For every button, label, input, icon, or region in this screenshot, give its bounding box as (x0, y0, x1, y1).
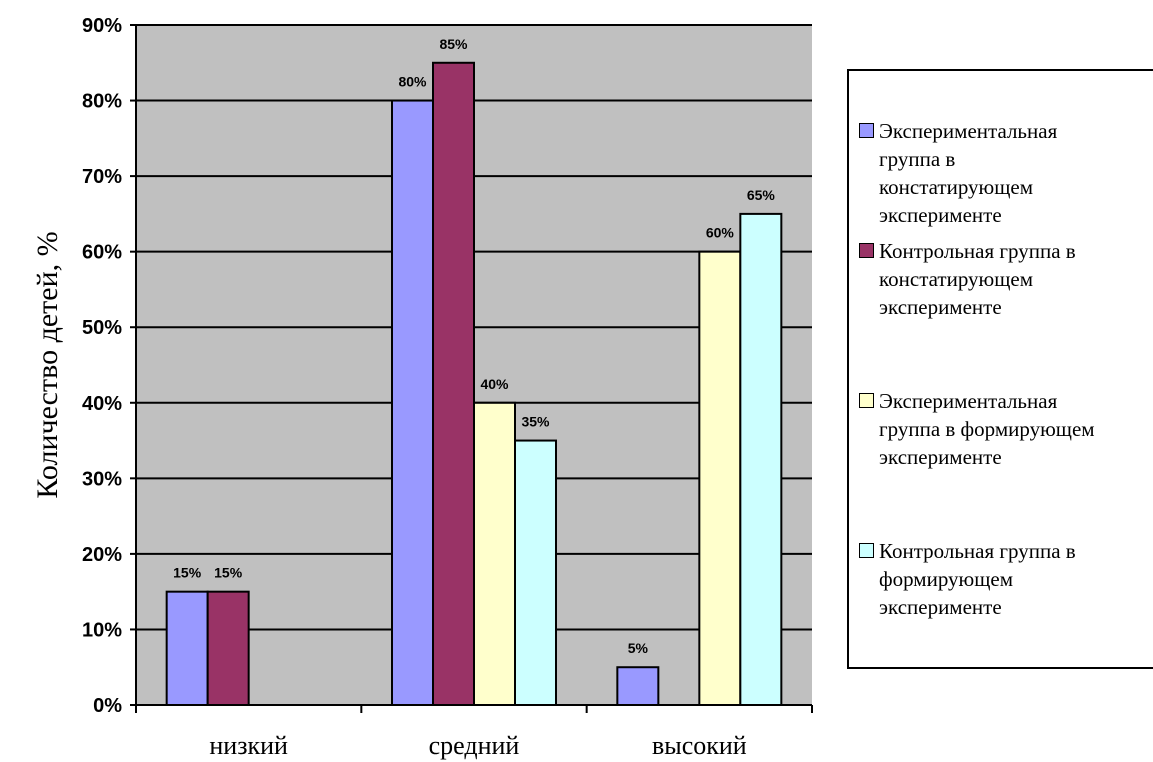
bar (514, 439, 557, 706)
legend-swatch (859, 123, 874, 138)
legend-item: Экспериментальная группа в констатирующе… (859, 117, 1153, 229)
data-label: 35% (521, 414, 550, 430)
data-label: 85% (439, 36, 468, 52)
legend: Экспериментальная группа в констатирующе… (847, 69, 1153, 669)
data-label: 40% (480, 376, 509, 392)
data-label: 60% (706, 225, 735, 241)
legend-label: Экспериментальная группа в формирующем э… (879, 389, 1095, 469)
legend-label: Контрольная группа в формирующем экспери… (879, 539, 1076, 619)
data-label: 5% (628, 640, 649, 656)
legend-label: Экспериментальная группа в констатирующе… (879, 119, 1058, 227)
y-tick-label: 30% (82, 468, 122, 490)
legend-swatch (859, 393, 874, 408)
y-tick-label: 20% (82, 544, 122, 566)
x-axis-ticks: низкий средний высокий (135, 705, 813, 760)
legend-label: Контрольная группа в констатирующем эксп… (879, 239, 1076, 319)
y-tick-label: 10% (82, 619, 122, 641)
y-tick-label: 40% (82, 393, 122, 415)
bar (432, 61, 475, 707)
bar (206, 590, 250, 707)
legend-item: Контрольная группа в формирующем экспери… (859, 537, 1153, 621)
data-label: 80% (398, 74, 427, 90)
y-axis-ticks: 0% 10% 20% 30% 40% 50% 60% 70% 80% 90% (82, 15, 136, 717)
bar (165, 590, 209, 707)
y-tick-label: 50% (82, 317, 122, 339)
y-tick-label: 60% (82, 242, 122, 264)
data-label: 15% (214, 565, 243, 581)
y-tick-label: 0% (93, 695, 122, 717)
y-axis-label: Количество детей, % (31, 231, 64, 498)
legend-swatch (859, 543, 874, 558)
legend-swatch (859, 243, 874, 258)
x-tick-label: высокий (652, 731, 747, 760)
bar (616, 666, 660, 707)
bar (473, 401, 516, 706)
x-tick-label: низкий (209, 731, 288, 760)
y-tick-label: 80% (82, 91, 122, 113)
y-tick-label: 70% (82, 166, 122, 188)
bar (739, 212, 783, 706)
legend-item: Контрольная группа в констатирующем эксп… (859, 237, 1153, 321)
bar (698, 250, 742, 707)
y-tick-label: 90% (82, 15, 122, 37)
legend-item: Экспериментальная группа в формирующем э… (859, 387, 1153, 471)
bar (391, 99, 434, 707)
data-labels: 15% 15% 80% 85% 40% 35% 5% 60% 65% (173, 36, 775, 656)
x-tick-label: средний (429, 731, 520, 760)
data-label: 15% (173, 565, 202, 581)
data-label: 65% (747, 187, 776, 203)
